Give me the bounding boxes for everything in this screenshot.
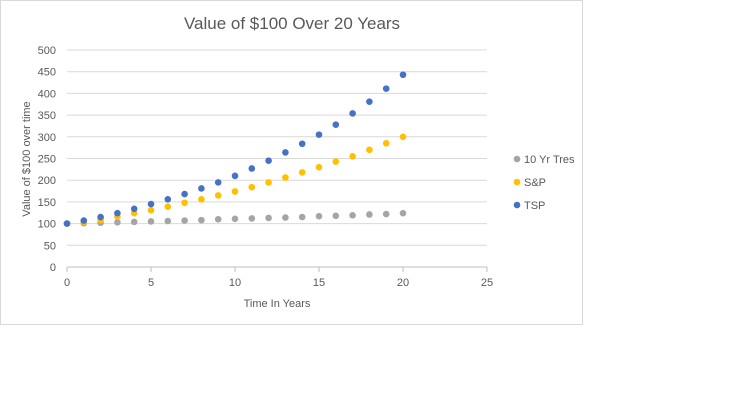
data-point-s-p [147, 206, 155, 214]
y-tick-label: 50 [44, 240, 56, 252]
data-point-s-p [332, 158, 340, 165]
data-point-s-p [282, 174, 289, 181]
data-point-10-yr-tres [298, 213, 306, 221]
data-point-10-yr-tres [147, 218, 155, 225]
data-point-10-yr-tres [332, 212, 340, 220]
data-point-tsp [399, 71, 407, 79]
tick-labels: 0 50 100 150 200 250 300 350 400 450 500 0 5 10 15 20 25 [38, 45, 493, 289]
data-point-tsp [282, 149, 289, 156]
legend-label-10-yr-tres: 10 Yr Tres [524, 154, 575, 166]
data-point-tsp [332, 121, 340, 128]
data-point-tsp [265, 157, 272, 164]
y-axis-label: Value of $100 over time [21, 101, 33, 216]
data-point-10-yr-tres [366, 211, 373, 218]
x-tick-label: 5 [148, 277, 154, 289]
data-point-s-p [265, 179, 272, 186]
data-point-10-yr-tres [114, 218, 121, 226]
data-point-s-p [181, 199, 188, 207]
data-point-tsp [181, 190, 188, 198]
data-point-s-p [349, 153, 356, 160]
data-point-s-p [248, 183, 256, 191]
data-point-tsp [231, 172, 239, 180]
y-tick-label: 400 [38, 88, 56, 100]
gridlines [67, 49, 487, 246]
x-tick-label: 15 [313, 277, 325, 289]
data-points [63, 71, 407, 227]
data-point-tsp [147, 200, 155, 208]
data-point-10-yr-tres [231, 215, 239, 223]
data-point-tsp [130, 205, 138, 213]
data-point-s-p [399, 133, 407, 141]
x-tick-label: 10 [229, 277, 241, 289]
legend-marker-s-p [513, 178, 521, 186]
data-point-10-yr-tres [214, 215, 222, 223]
legend: 10 Yr Tres S&P TSP [513, 154, 575, 212]
data-point-s-p [231, 188, 239, 195]
data-point-s-p [298, 169, 306, 176]
data-point-10-yr-tres [130, 218, 138, 226]
x-axis-label: Time In Years [244, 298, 311, 310]
x-tick-label: 25 [481, 277, 493, 289]
data-point-s-p [315, 163, 323, 171]
data-point-10-yr-tres [399, 209, 407, 217]
data-point-tsp [214, 179, 222, 186]
data-point-10-yr-tres [349, 212, 356, 219]
data-point-10-yr-tres [282, 214, 289, 221]
data-point-10-yr-tres [265, 214, 272, 222]
data-point-tsp [114, 209, 121, 217]
data-point-tsp [349, 110, 356, 117]
data-point-10-yr-tres [248, 215, 256, 222]
data-point-tsp [198, 185, 205, 192]
y-tick-label: 300 [38, 132, 56, 144]
x-tick-label: 0 [64, 277, 70, 289]
y-tick-label: 200 [38, 175, 56, 187]
data-point-tsp [248, 165, 256, 172]
data-point-10-yr-tres [181, 217, 188, 224]
data-point-tsp [366, 98, 373, 105]
y-tick-label: 150 [38, 197, 56, 209]
chart-frame: Value of $100 Over 20 Years 0 50 100 150 200… [0, 0, 583, 325]
data-point-s-p [198, 195, 205, 203]
y-tick-label: 500 [38, 45, 56, 57]
chart-svg: Value of $100 Over 20 Years 050100150200… [21, 14, 575, 310]
data-point-tsp [164, 195, 172, 203]
data-point-tsp [298, 140, 306, 148]
data-point-tsp [382, 85, 390, 92]
y-tick-label: 0 [50, 262, 56, 274]
axes [66, 266, 488, 272]
legend-marker-tsp [513, 201, 521, 209]
data-point-tsp [97, 213, 104, 221]
legend-label-s-p: S&P [524, 177, 546, 189]
y-tick-label: 250 [38, 154, 56, 166]
data-point-tsp [315, 131, 323, 138]
data-point-s-p [382, 140, 390, 147]
data-point-tsp [80, 217, 88, 224]
data-point-tsp [63, 220, 71, 227]
y-tick-label: 100 [38, 219, 56, 231]
data-point-10-yr-tres [198, 216, 205, 224]
x-tick-label: 20 [397, 277, 409, 289]
data-point-10-yr-tres [315, 212, 323, 220]
y-tick-label: 450 [38, 67, 56, 79]
data-point-10-yr-tres [382, 210, 390, 218]
legend-label-tsp: TSP [524, 200, 545, 212]
data-point-10-yr-tres [164, 217, 172, 225]
legend-marker-10-yr-tres [513, 155, 521, 163]
y-tick-label: 350 [38, 110, 56, 122]
chart-title: Value of $100 Over 20 Years [184, 14, 400, 33]
data-point-s-p [214, 192, 222, 199]
data-point-s-p [164, 203, 172, 210]
data-point-s-p [366, 146, 373, 154]
series-tsp [63, 71, 407, 227]
